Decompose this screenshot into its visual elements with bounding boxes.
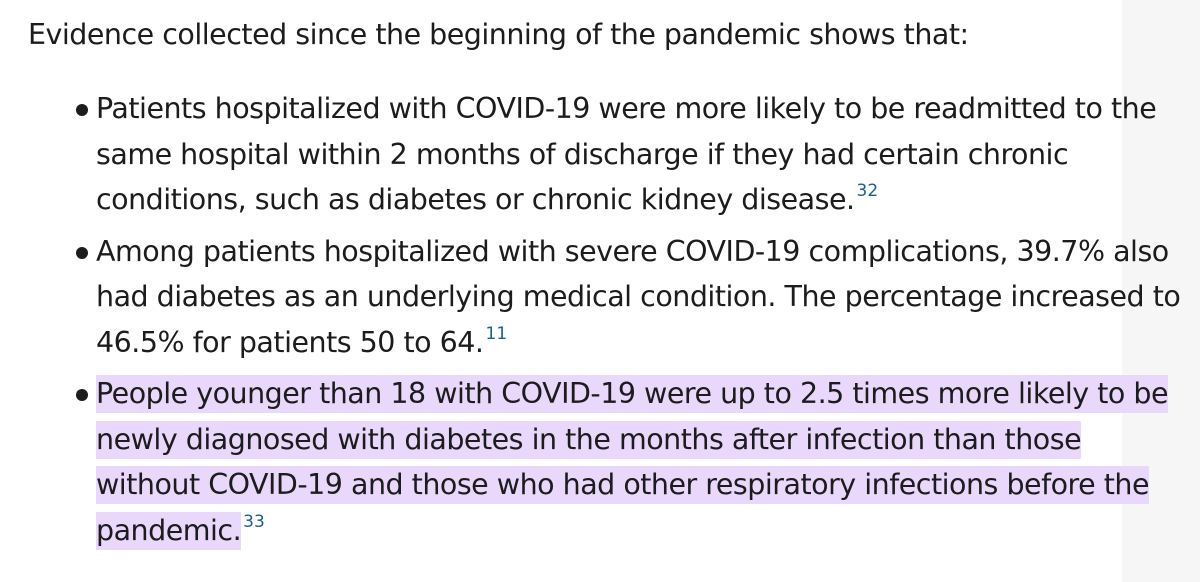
reference-link[interactable]: 33 <box>243 511 265 532</box>
list-item-line: without COVID-19 and those who had other… <box>96 462 1178 508</box>
list-item-line: People younger than 18 with COVID-19 wer… <box>96 371 1178 417</box>
highlighted-text: pandemic. <box>96 511 242 550</box>
highlighted-text: newly diagnosed with diabetes in the mon… <box>96 420 1082 459</box>
list-item-readmission: Patients hospitalized with COVID-19 were… <box>28 86 1178 223</box>
reference-link[interactable]: 11 <box>485 323 508 344</box>
evidence-list: Patients hospitalized with COVID-19 were… <box>28 86 1181 553</box>
bullet-icon <box>76 104 88 116</box>
list-item-line: pandemic. 33 <box>96 508 1178 554</box>
highlighted-text: People younger than 18 with COVID-19 wer… <box>96 375 1169 413</box>
reference-link[interactable]: 32 <box>856 181 879 201</box>
list-item-line: Patients hospitalized with COVID-19 were… <box>96 92 1157 125</box>
intro-paragraph: Evidence collected since the beginning o… <box>28 18 969 51</box>
list-item-text: conditions, such as diabetes or chronic … <box>96 183 855 216</box>
list-item-line: conditions, such as diabetes or chronic … <box>96 177 1178 223</box>
highlighted-text: without COVID-19 and those who had other… <box>96 466 1150 504</box>
list-item-severe-complications: Among patients hospitalized with severe … <box>28 229 1181 366</box>
article-section: Evidence collected since the beginning o… <box>28 12 1181 559</box>
list-item-line: had diabetes as an underlying medical co… <box>96 280 1181 313</box>
list-item-line: newly diagnosed with diabetes in the mon… <box>96 417 1178 463</box>
list-item-line: Among patients hospitalized with severe … <box>96 234 1169 268</box>
bullet-icon <box>76 246 88 259</box>
list-item-new-diagnosis: People younger than 18 with COVID-19 wer… <box>28 371 1178 553</box>
list-item-line: 46.5% for patients 50 to 64. 11 <box>96 320 1178 366</box>
bullet-icon <box>76 389 88 401</box>
list-item-line: same hospital within 2 months of dischar… <box>96 137 1069 171</box>
list-item-text: 46.5% for patients 50 to 64. <box>96 325 484 359</box>
